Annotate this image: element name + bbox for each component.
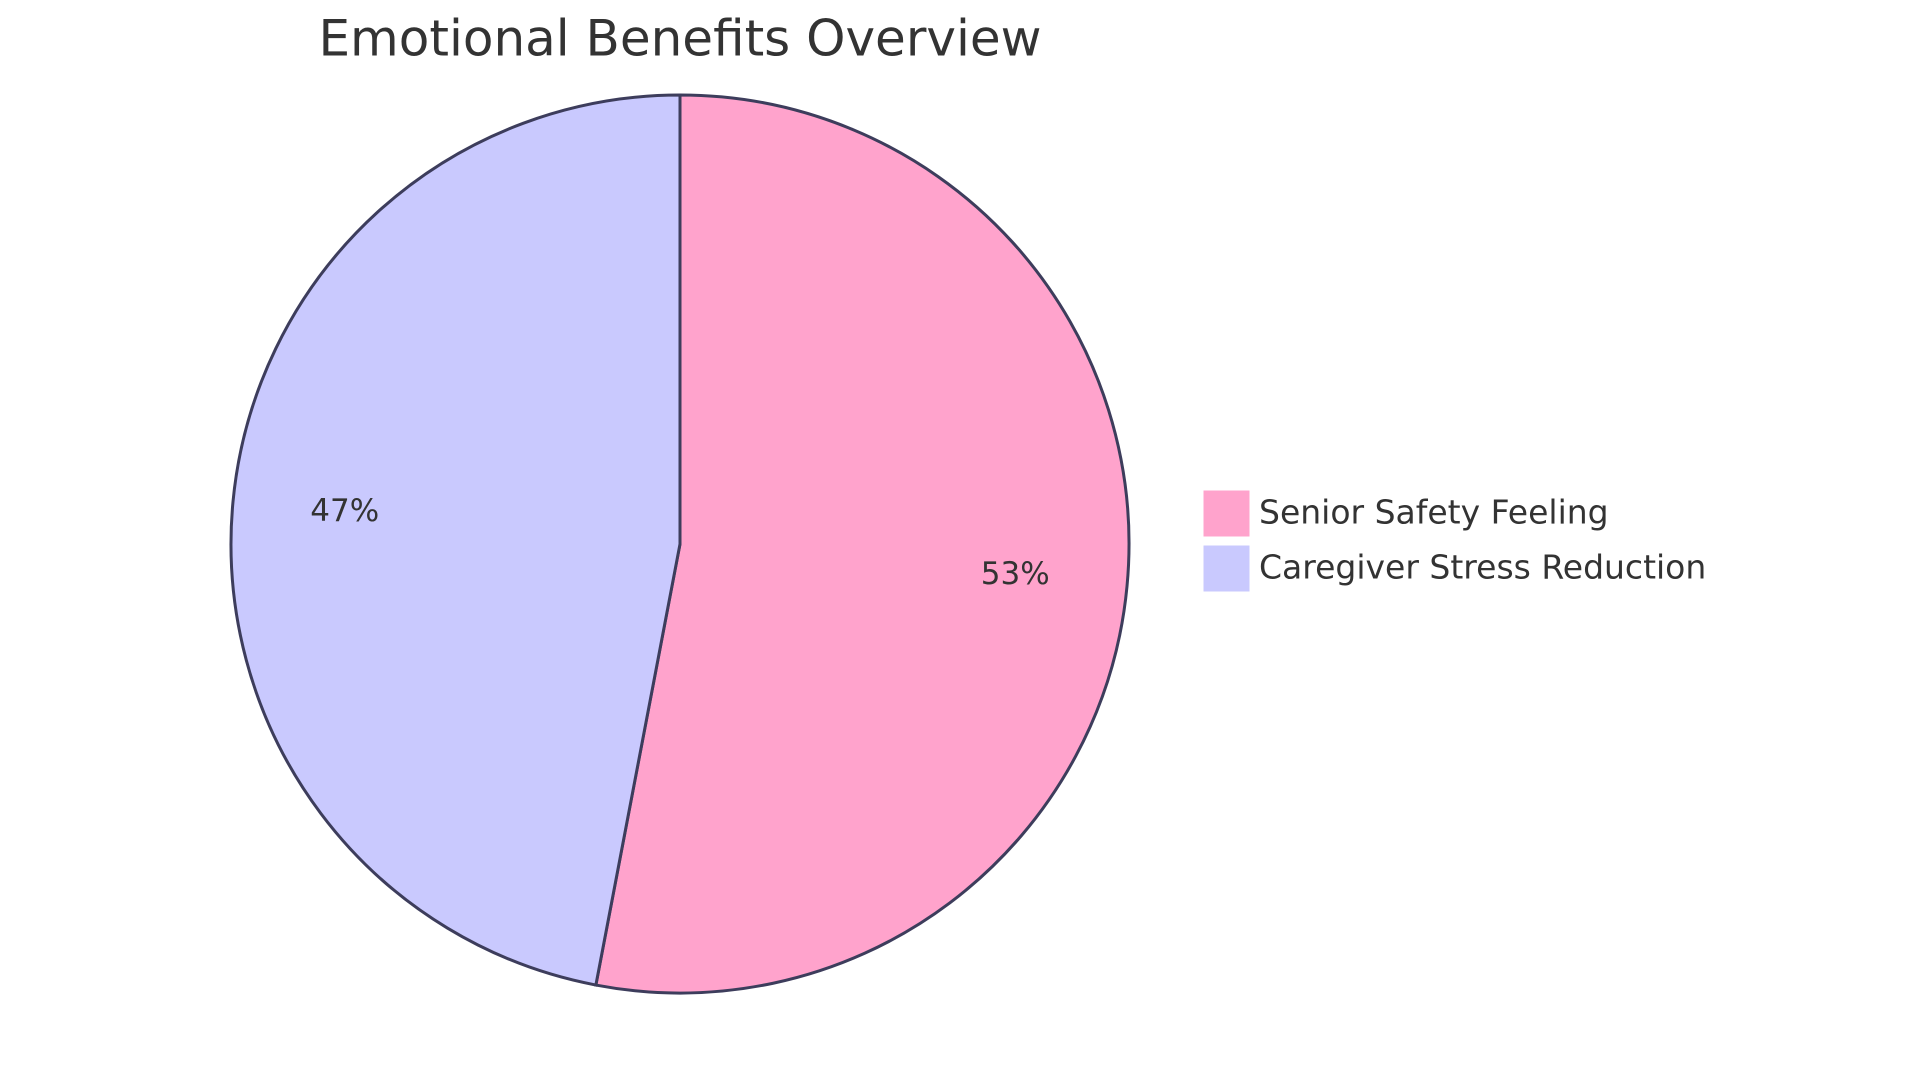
legend-swatch bbox=[1203, 545, 1250, 592]
slice-label: 53% bbox=[981, 556, 1050, 592]
slice-label: 47% bbox=[310, 493, 379, 529]
legend-text: Senior Safety Feeling bbox=[1259, 493, 1609, 532]
pie-slice bbox=[594, 93, 1131, 995]
legend-swatch bbox=[1203, 490, 1250, 537]
pie-slice bbox=[229, 93, 682, 987]
chart-title: Emotional Benefits Overview bbox=[318, 10, 1041, 68]
legend-text: Caregiver Stress Reduction bbox=[1259, 548, 1706, 587]
